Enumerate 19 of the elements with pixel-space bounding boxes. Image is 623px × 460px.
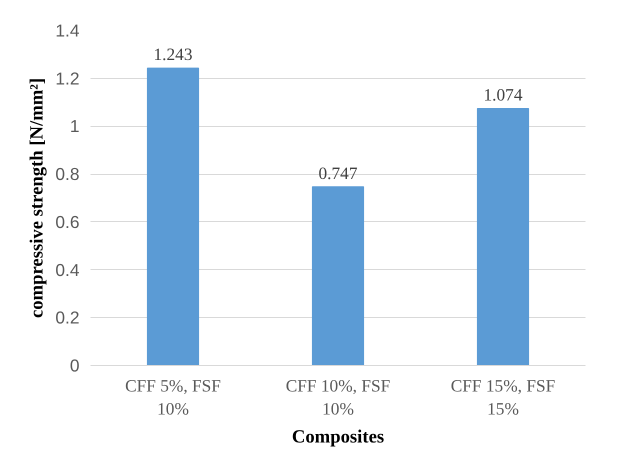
y-tick-label: 1.2: [55, 68, 80, 88]
data-label: 1.074: [484, 86, 523, 105]
y-tick-label: 0.6: [55, 212, 80, 232]
x-tick-label: CFF 10%, FSF 10%: [286, 376, 391, 418]
y-tick-label: 1: [70, 116, 80, 136]
data-label: 1.243: [154, 45, 193, 64]
x-axis-title: Composites: [292, 426, 384, 448]
x-tick-label: CFF 15%, FSF 15%: [450, 376, 556, 418]
y-tick-label: 0.4: [55, 260, 80, 280]
y-tick-label: 1.4: [55, 20, 80, 40]
y-tick-label: 0.8: [55, 164, 80, 184]
bar: [146, 68, 200, 366]
y-tick-label: 0: [70, 356, 80, 376]
bar: [476, 108, 530, 366]
data-label: 0.747: [318, 164, 358, 183]
y-axis-title: compressive strength [N/mm²]: [26, 78, 48, 318]
bar: [312, 186, 364, 366]
y-tick-label: 0.2: [55, 308, 80, 328]
x-tick-label: CFF 5%, FSF 10%: [125, 376, 222, 418]
